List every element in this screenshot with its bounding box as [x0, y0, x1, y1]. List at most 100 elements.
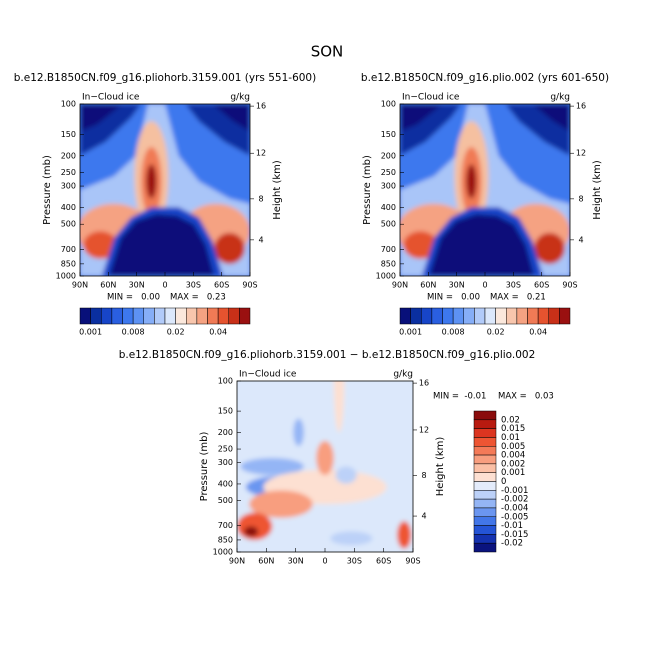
colorbar-box — [132, 307, 144, 325]
colorbar-box — [228, 307, 240, 325]
y-tick-label: 500 — [218, 496, 233, 505]
x-tick-label: 60N — [258, 557, 274, 566]
panel-title: b.e12.B1850CN.f09_g16.plio.002 (yrs 601-… — [361, 72, 609, 84]
contour-region — [333, 381, 345, 433]
colorbar-label: 0.02 — [501, 415, 520, 425]
y-tick-label: 700 — [61, 245, 76, 254]
y2-tick-label: 12 — [419, 425, 429, 434]
contour-region — [212, 104, 250, 132]
y2-tick-label: 8 — [421, 471, 426, 480]
colorbar-box — [164, 307, 176, 325]
colorbar-label: 0.02 — [487, 328, 505, 337]
field-label: In−Cloud ice — [82, 93, 140, 103]
colorbar-label: 0 — [501, 477, 506, 487]
colorbar-box — [196, 307, 208, 325]
contour-region — [403, 231, 438, 259]
colorbar-box — [473, 490, 497, 500]
y2-tick-label: 8 — [578, 194, 583, 203]
colorbar-box — [410, 307, 422, 325]
colorbar-box — [506, 307, 518, 325]
colorbar-label: 0.008 — [122, 328, 145, 337]
panel-title: b.e12.B1850CN.f09_g16.pliohorb.3159.001 … — [14, 72, 316, 84]
x-tick-label: 90N — [392, 281, 408, 290]
colorbar-box — [473, 542, 497, 553]
x-tick-label: 60N — [100, 281, 116, 290]
contour-region — [316, 440, 334, 476]
panel-title: b.e12.B1850CN.f09_g16.pliohorb.3159.001 … — [119, 349, 536, 361]
colorbar-box — [473, 428, 497, 438]
x-tick-label: 90S — [562, 281, 577, 290]
y-tick-label: 200 — [218, 428, 233, 437]
y-tick-label: 400 — [381, 203, 396, 212]
contour-region — [244, 526, 259, 537]
max-text: MAX = 0.23 — [170, 293, 226, 303]
colorbar-box — [473, 437, 497, 447]
y-tick-label: 500 — [61, 220, 76, 229]
colorbar-box — [399, 307, 411, 325]
colorbar-box — [473, 481, 497, 491]
y-axis-label: Pressure (mb) — [362, 155, 373, 225]
y-tick-label: 1000 — [56, 272, 76, 281]
y-tick-label: 150 — [381, 130, 396, 139]
y2-tick-label: 16 — [576, 102, 586, 111]
colorbar-label: 0.04 — [529, 328, 547, 337]
colorbar-label: 0.01 — [501, 433, 520, 443]
panel: b.e12.B1850CN.f09_g16.plio.002 (yrs 601-… — [361, 72, 609, 337]
y-tick-label: 700 — [381, 245, 396, 254]
colorbar-label: -0.005 — [501, 512, 528, 522]
y2-tick-label: 4 — [421, 512, 426, 521]
y-tick-label: 850 — [381, 259, 396, 268]
y-tick-label: 150 — [218, 407, 233, 416]
colorbar-label: 0.02 — [167, 328, 185, 337]
x-tick-label: 0 — [482, 281, 487, 290]
colorbar-box — [473, 534, 497, 544]
max-text: MAX = 0.21 — [490, 293, 546, 303]
min-text: MIN = -0.01 — [433, 392, 486, 402]
x-tick-label: 90N — [72, 281, 88, 290]
y-tick-label: 850 — [218, 535, 233, 544]
units-label: g/kg — [550, 93, 570, 103]
colorbar-box — [473, 507, 497, 517]
y2-axis-label: Height (km) — [272, 160, 283, 220]
y2-tick-label: 16 — [256, 102, 266, 111]
x-tick-label: 30S — [186, 281, 201, 290]
colorbar-label: 0.001 — [501, 468, 525, 478]
contour-region — [237, 512, 273, 541]
field-label: In−Cloud ice — [402, 93, 460, 103]
colorbar-box — [421, 307, 433, 325]
y-axis-label: Pressure (mb) — [42, 155, 53, 225]
colorbar-box — [474, 307, 486, 325]
min-text: MIN = 0.00 — [427, 293, 480, 303]
y-tick-label: 850 — [61, 259, 76, 268]
colorbar-box — [473, 472, 497, 482]
y-axis-label: Pressure (mb) — [199, 432, 210, 502]
colorbar-box — [154, 307, 166, 325]
x-tick-label: 90S — [242, 281, 257, 290]
contour-region — [80, 104, 123, 132]
x-tick-label: 30N — [449, 281, 465, 290]
contour-fill — [400, 104, 570, 276]
contour-region — [466, 164, 477, 199]
contour-region — [214, 233, 245, 264]
contour-region — [397, 521, 412, 549]
x-tick-label: 30N — [129, 281, 145, 290]
contour-field — [237, 381, 413, 552]
colorbar-box — [111, 307, 123, 325]
contour-region — [240, 457, 304, 476]
colorbar-box — [473, 454, 497, 465]
colorbar-box — [207, 307, 219, 325]
contour-field — [80, 104, 250, 276]
x-tick-label: 90N — [229, 557, 245, 566]
y2-axis-label: Height (km) — [592, 160, 603, 220]
max-text: MAX = 0.03 — [498, 392, 554, 402]
x-tick-label: 30S — [347, 557, 362, 566]
colorbar-box — [79, 307, 91, 325]
colorbar-label: 0.008 — [442, 328, 465, 337]
colorbar-box — [442, 307, 454, 325]
contour-region — [146, 164, 157, 199]
y-tick-label: 200 — [61, 151, 76, 160]
colorbar-box — [186, 307, 198, 325]
y2-tick-label: 12 — [576, 149, 586, 158]
x-tick-label: 0 — [162, 281, 167, 290]
